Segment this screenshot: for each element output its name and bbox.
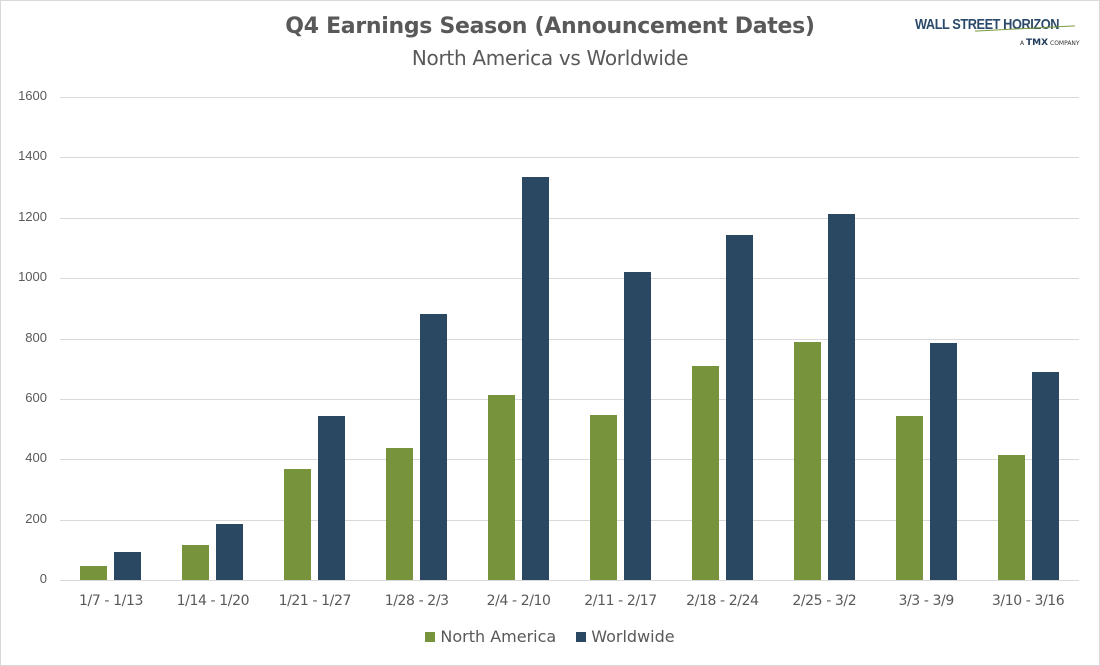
gridline bbox=[60, 217, 1079, 219]
y-tick-label: 800 bbox=[25, 329, 47, 345]
legend-swatch-icon bbox=[425, 631, 436, 642]
gridline bbox=[60, 519, 1079, 521]
y-tick-label: 600 bbox=[25, 389, 47, 405]
x-tick-label: 3/3 - 3/9 bbox=[898, 593, 954, 609]
bar-north-america bbox=[589, 415, 617, 580]
bar-worldwide bbox=[929, 343, 957, 580]
gridline bbox=[60, 459, 1079, 461]
x-tick-label: 1/7 - 1/13 bbox=[79, 593, 143, 609]
legend-item-worldwide: Worldwide bbox=[576, 627, 675, 646]
gridline bbox=[60, 97, 1079, 98]
bar-worldwide bbox=[216, 524, 244, 580]
bar-north-america bbox=[793, 342, 821, 580]
gridline bbox=[60, 157, 1079, 159]
gridline bbox=[60, 398, 1079, 400]
legend-item-north-america: North America bbox=[425, 627, 556, 646]
chart-subtitle: North America vs Worldwide bbox=[411, 46, 689, 70]
x-tick-label: 1/28 - 2/3 bbox=[384, 593, 449, 609]
bar-north-america bbox=[80, 566, 108, 580]
logo-tagline: A TMX COMPANY bbox=[1020, 38, 1080, 48]
gridline bbox=[60, 338, 1079, 340]
bar-worldwide bbox=[522, 177, 550, 580]
bar-worldwide bbox=[827, 214, 855, 580]
x-tick-label: 2/4 - 2/10 bbox=[486, 593, 551, 609]
gridline bbox=[60, 278, 1079, 280]
x-tick-label: 2/18 - 2/24 bbox=[686, 593, 759, 609]
legend-label: North America bbox=[440, 627, 557, 646]
bar-worldwide bbox=[725, 234, 753, 580]
y-tick-label: 0 bbox=[39, 571, 47, 586]
bar-north-america bbox=[284, 468, 312, 580]
plot-area bbox=[60, 97, 1079, 581]
bar-worldwide bbox=[623, 272, 651, 580]
y-tick-label: 400 bbox=[25, 450, 47, 466]
y-tick-label: 1400 bbox=[18, 148, 47, 164]
x-tick-label: 2/11 - 2/17 bbox=[584, 593, 657, 609]
x-tick-label: 2/25 - 3/2 bbox=[792, 593, 857, 609]
legend-label: Worldwide bbox=[591, 627, 675, 646]
bar-north-america bbox=[182, 544, 210, 580]
x-tick-label: 3/10 - 3/16 bbox=[991, 593, 1065, 609]
x-tick-label: 1/21 - 1/27 bbox=[278, 593, 352, 609]
bar-north-america bbox=[386, 448, 414, 580]
wall-street-horizon-logo: WALL STREET HORIZON A TMX COMPANY bbox=[915, 16, 1085, 56]
bar-north-america bbox=[691, 365, 719, 580]
bar-north-america bbox=[488, 394, 516, 580]
x-tick-label: 1/14 - 1/20 bbox=[176, 593, 250, 609]
gridline bbox=[60, 580, 1079, 581]
bar-worldwide bbox=[1031, 372, 1059, 580]
chart-title: Q4 Earnings Season (Announcement Dates) bbox=[285, 14, 815, 39]
y-tick-label: 200 bbox=[25, 510, 47, 526]
bar-north-america bbox=[895, 416, 923, 580]
y-tick-label: 1000 bbox=[18, 269, 47, 285]
bar-worldwide bbox=[114, 552, 142, 580]
bar-north-america bbox=[997, 455, 1025, 580]
bar-worldwide bbox=[420, 314, 448, 580]
legend: North America Worldwide bbox=[0, 627, 1100, 646]
y-tick-label: 1600 bbox=[18, 88, 47, 103]
y-tick-label: 1200 bbox=[18, 208, 47, 224]
bar-worldwide bbox=[318, 416, 346, 580]
legend-swatch-icon bbox=[576, 631, 587, 642]
